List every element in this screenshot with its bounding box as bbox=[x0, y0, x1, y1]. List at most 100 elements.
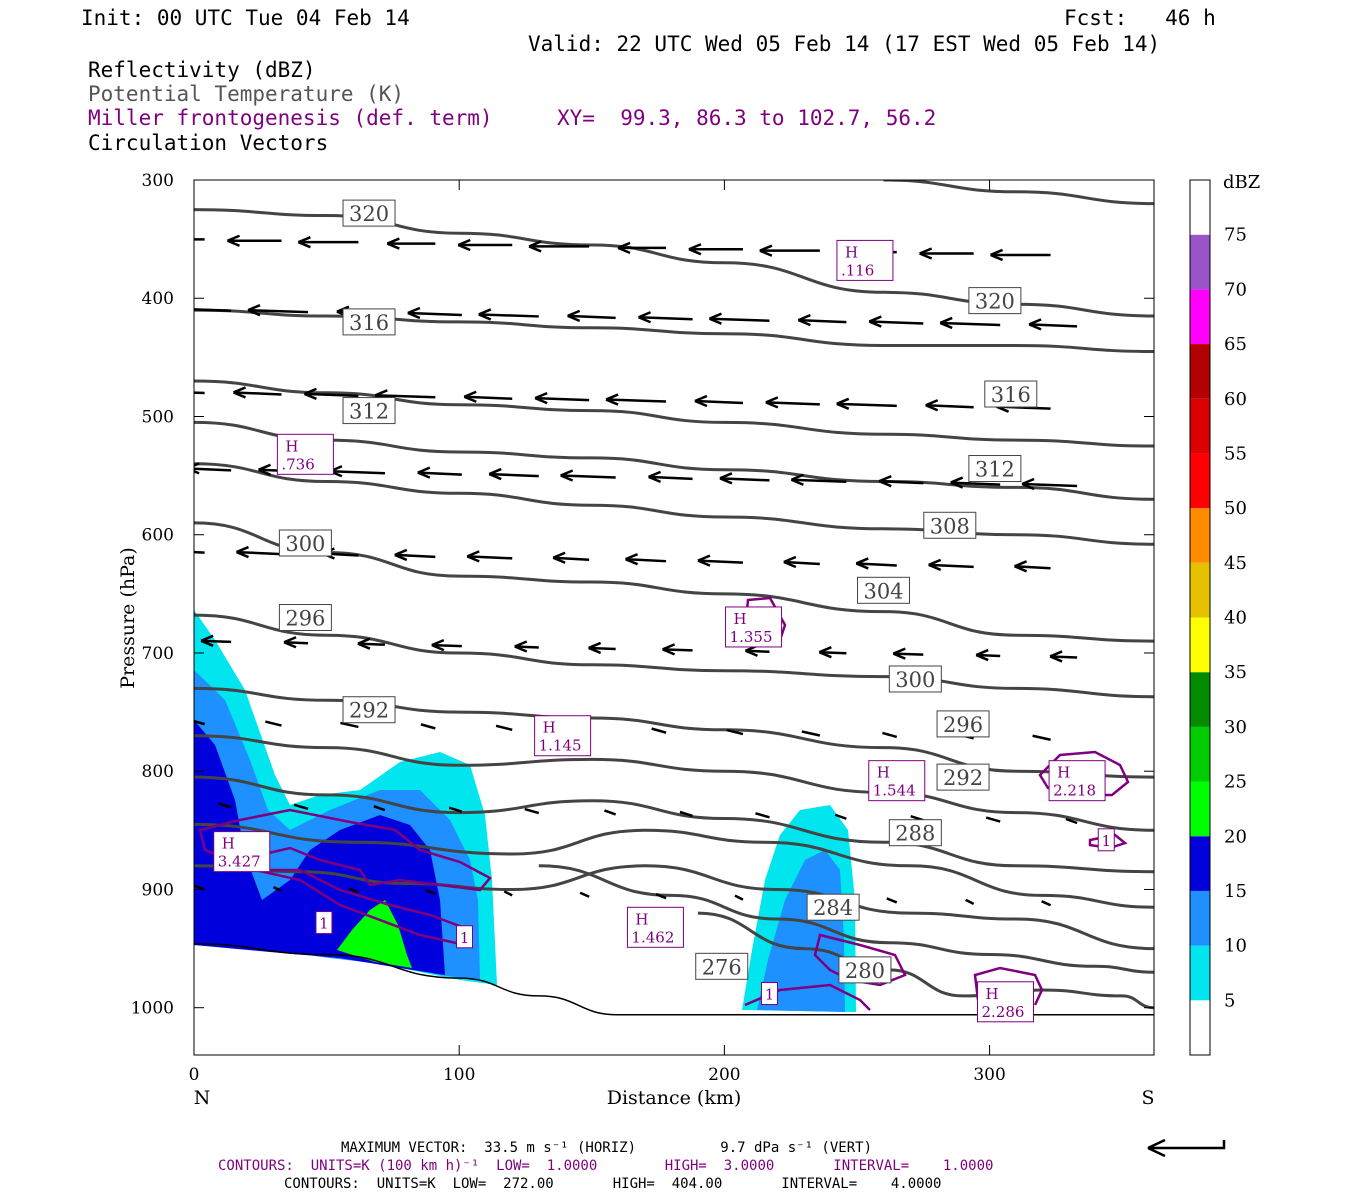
frontogenesis-contour-label-box bbox=[1097, 828, 1115, 852]
circulation-vector-head bbox=[552, 551, 566, 564]
colorbar-segment bbox=[1190, 453, 1210, 509]
x-tick-label: 0 bbox=[189, 1065, 200, 1085]
theta-label-box bbox=[278, 529, 332, 557]
colorbar-tick-label: 55 bbox=[1224, 443, 1247, 464]
colorbar-segment bbox=[1190, 836, 1210, 891]
reflectivity-10dbz-area-south bbox=[757, 850, 845, 1012]
circulation-vector-head bbox=[297, 236, 311, 249]
circulation-vector bbox=[478, 313, 539, 318]
circulation-vector-head bbox=[233, 386, 246, 399]
theta-label: 312 bbox=[975, 458, 1015, 482]
circulation-vector-head bbox=[394, 548, 408, 562]
circulation-vector bbox=[662, 648, 693, 652]
circulation-vector-head bbox=[950, 476, 964, 489]
circulation-vector-head bbox=[1028, 318, 1042, 331]
colorbar-tick-label: 65 bbox=[1224, 334, 1247, 355]
frontogenesis-max-box bbox=[868, 760, 926, 802]
circulation-vector bbox=[801, 730, 821, 737]
theta-label-box bbox=[342, 199, 396, 227]
theta-label: 280 bbox=[845, 959, 885, 983]
circulation-vector-head bbox=[157, 234, 169, 244]
circulation-vector-head bbox=[194, 462, 200, 475]
frontogenesis-contour-label: 1 bbox=[460, 929, 470, 947]
frontogenesis-max-value: 1.544 bbox=[873, 782, 916, 800]
frontogenesis-max-marker: H bbox=[877, 764, 890, 782]
frontogenesis-contour-label-box bbox=[760, 982, 778, 1006]
terrain-surface bbox=[193, 943, 1154, 1016]
circulation-vector bbox=[514, 645, 539, 649]
circulation-vector-head bbox=[818, 646, 832, 659]
circulation-vector-head bbox=[719, 472, 733, 485]
y-tick-label: 300 bbox=[142, 171, 174, 191]
circulation-vector bbox=[448, 806, 463, 813]
theta-label-box bbox=[838, 956, 892, 984]
circulation-vector bbox=[925, 403, 974, 409]
circulation-vector-head bbox=[638, 311, 652, 324]
theta-label-box bbox=[923, 511, 977, 539]
frontogenesis-contour-label: 1 bbox=[1101, 832, 1111, 850]
circulation-vector-head bbox=[765, 396, 779, 409]
circulation-vector bbox=[697, 559, 744, 564]
circulation-vector bbox=[856, 562, 897, 567]
circulation-vector bbox=[503, 890, 513, 897]
circulation-vector-head bbox=[836, 397, 850, 410]
theta-contour-324 bbox=[194, 308, 1154, 353]
circulation-vector bbox=[304, 392, 359, 398]
theta-label: 316 bbox=[349, 311, 389, 335]
circulation-vector bbox=[638, 316, 693, 321]
theta-label-box bbox=[888, 665, 942, 693]
circulation-vector-head bbox=[457, 238, 471, 252]
circulation-vector bbox=[836, 402, 897, 408]
circulation-vector bbox=[201, 639, 232, 644]
frontogenesis-max-box bbox=[534, 715, 592, 757]
circulation-vector bbox=[194, 719, 205, 726]
circulation-vector-head bbox=[975, 648, 989, 662]
frontogenesis-max-value: 1.355 bbox=[730, 628, 773, 646]
theta-label: 300 bbox=[895, 668, 935, 692]
y-tick-label: 1000 bbox=[131, 999, 174, 1019]
colorbar-segment bbox=[1190, 344, 1210, 399]
circulation-vector-head bbox=[560, 469, 574, 482]
y-tick-label: 400 bbox=[142, 289, 174, 309]
circulation-vector-head bbox=[417, 466, 431, 479]
theta-label: 320 bbox=[349, 202, 389, 226]
circulation-vector bbox=[535, 396, 590, 402]
circulation-vector bbox=[394, 553, 436, 559]
frontogenesis-contour bbox=[813, 933, 907, 987]
circulation-vector bbox=[1065, 817, 1078, 825]
init-time: Init: 00 UTC Tue 04 Feb 14 bbox=[81, 6, 410, 30]
colorbar-tick-label: 15 bbox=[1224, 881, 1247, 902]
circulation-vector-head bbox=[164, 546, 176, 556]
circulation-vector-head bbox=[617, 241, 631, 254]
frontogenesis-max-box bbox=[976, 981, 1034, 1023]
circulation-vector bbox=[719, 477, 770, 482]
circulation-vector bbox=[588, 646, 616, 651]
theta-label: 304 bbox=[863, 579, 903, 603]
circulation-vector bbox=[882, 731, 898, 739]
theta-label: 292 bbox=[943, 766, 983, 790]
frontogenesis-max-value: .116 bbox=[841, 261, 874, 279]
circulation-vector-head bbox=[431, 638, 445, 652]
circulation-vector bbox=[272, 885, 283, 893]
theta-contour-292 bbox=[194, 775, 1154, 874]
circulation-vector bbox=[755, 812, 770, 819]
theta-label: 296 bbox=[285, 607, 325, 631]
field-frontogenesis: Miller frontogenesis (def. term) bbox=[88, 106, 493, 130]
circulation-vector-head bbox=[759, 244, 773, 257]
frontogenesis-contour bbox=[973, 966, 1044, 1006]
circulation-vector bbox=[283, 641, 309, 645]
circulation-vector-head bbox=[697, 554, 711, 567]
circulation-vector bbox=[940, 321, 1001, 327]
colorbar-segment bbox=[1190, 1000, 1210, 1055]
frontogenesis-max-box bbox=[213, 831, 271, 873]
circulation-vector bbox=[734, 894, 744, 901]
frontogenesis-max-marker: H bbox=[734, 610, 747, 628]
circulation-vector bbox=[1029, 323, 1078, 328]
circulation-vector bbox=[791, 478, 847, 483]
circulation-vector bbox=[489, 472, 539, 478]
circulation-vector bbox=[233, 391, 282, 396]
frontogenesis-max-value: 2.286 bbox=[981, 1003, 1024, 1021]
theta-label-box bbox=[936, 763, 990, 791]
circulation-vector bbox=[247, 308, 309, 314]
circulation-vector bbox=[340, 721, 359, 729]
